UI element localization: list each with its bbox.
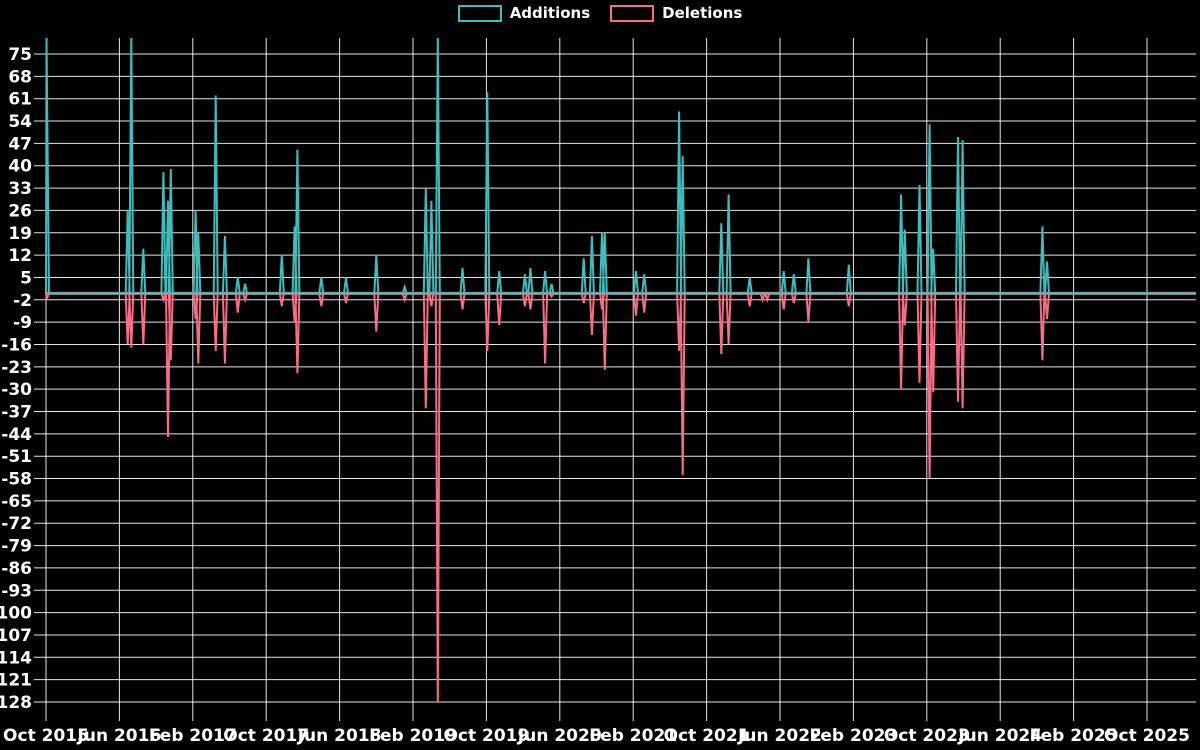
legend: Additions Deletions — [0, 5, 1200, 22]
svg-text:Oct 2021: Oct 2021 — [664, 726, 750, 746]
svg-text:-44: -44 — [1, 425, 32, 445]
svg-text:-72: -72 — [1, 514, 32, 534]
deletions-line — [45, 292, 1050, 703]
svg-text:-114: -114 — [0, 648, 32, 668]
svg-text:-58: -58 — [1, 470, 32, 490]
svg-text:-16: -16 — [1, 335, 32, 355]
svg-text:-23: -23 — [1, 358, 32, 378]
svg-text:75: 75 — [8, 45, 32, 65]
svg-text:-30: -30 — [1, 380, 32, 400]
svg-text:Jun 2024: Jun 2024 — [957, 726, 1042, 746]
deletions-swatch-icon — [610, 5, 655, 22]
svg-text:Feb 2019: Feb 2019 — [369, 726, 457, 746]
svg-text:Oct 2023: Oct 2023 — [884, 726, 970, 746]
svg-text:Jun 2018: Jun 2018 — [297, 726, 382, 746]
svg-text:-86: -86 — [1, 559, 32, 579]
svg-text:Feb 2025: Feb 2025 — [1030, 726, 1118, 746]
svg-text:33: 33 — [8, 179, 32, 199]
svg-text:61: 61 — [8, 90, 32, 110]
svg-text:Feb 2017: Feb 2017 — [149, 726, 237, 746]
svg-text:Jun 2022: Jun 2022 — [737, 726, 822, 746]
x-gridlines — [45, 38, 1148, 721]
svg-text:Oct 2017: Oct 2017 — [223, 726, 309, 746]
additions-line — [45, 37, 1050, 294]
svg-text:12: 12 — [8, 246, 32, 266]
svg-text:Oct 2019: Oct 2019 — [443, 726, 529, 746]
svg-text:19: 19 — [8, 224, 32, 244]
svg-text:-128: -128 — [0, 693, 32, 713]
svg-text:47: 47 — [8, 134, 32, 154]
svg-text:-65: -65 — [1, 492, 32, 512]
legend-item-deletions[interactable]: Deletions — [610, 5, 742, 22]
svg-text:Feb 2021: Feb 2021 — [589, 726, 677, 746]
svg-text:40: 40 — [8, 157, 32, 177]
svg-text:-51: -51 — [1, 447, 32, 467]
svg-text:26: 26 — [8, 201, 32, 221]
svg-text:68: 68 — [8, 67, 32, 87]
svg-text:-37: -37 — [1, 403, 32, 423]
svg-text:Jun 2016: Jun 2016 — [77, 726, 162, 746]
svg-text:Oct 2015: Oct 2015 — [3, 726, 89, 746]
svg-text:-107: -107 — [0, 626, 32, 646]
svg-text:54: 54 — [8, 112, 32, 132]
legend-item-additions[interactable]: Additions — [457, 4, 591, 22]
svg-text:Jun 2020: Jun 2020 — [517, 726, 602, 746]
y-gridlines — [34, 53, 1196, 703]
svg-text:Feb 2023: Feb 2023 — [809, 726, 897, 746]
svg-text:-2: -2 — [13, 291, 32, 311]
legend-label-deletions: Deletions — [662, 4, 743, 22]
additions-swatch-icon — [457, 5, 502, 22]
svg-text:-121: -121 — [0, 671, 32, 691]
svg-text:5: 5 — [20, 268, 32, 288]
svg-text:Oct 2025: Oct 2025 — [1104, 726, 1190, 746]
svg-text:-9: -9 — [13, 313, 32, 333]
svg-text:-79: -79 — [1, 537, 32, 557]
svg-text:-93: -93 — [1, 581, 32, 601]
svg-text:-100: -100 — [0, 604, 32, 624]
legend-label-additions: Additions — [509, 4, 591, 22]
